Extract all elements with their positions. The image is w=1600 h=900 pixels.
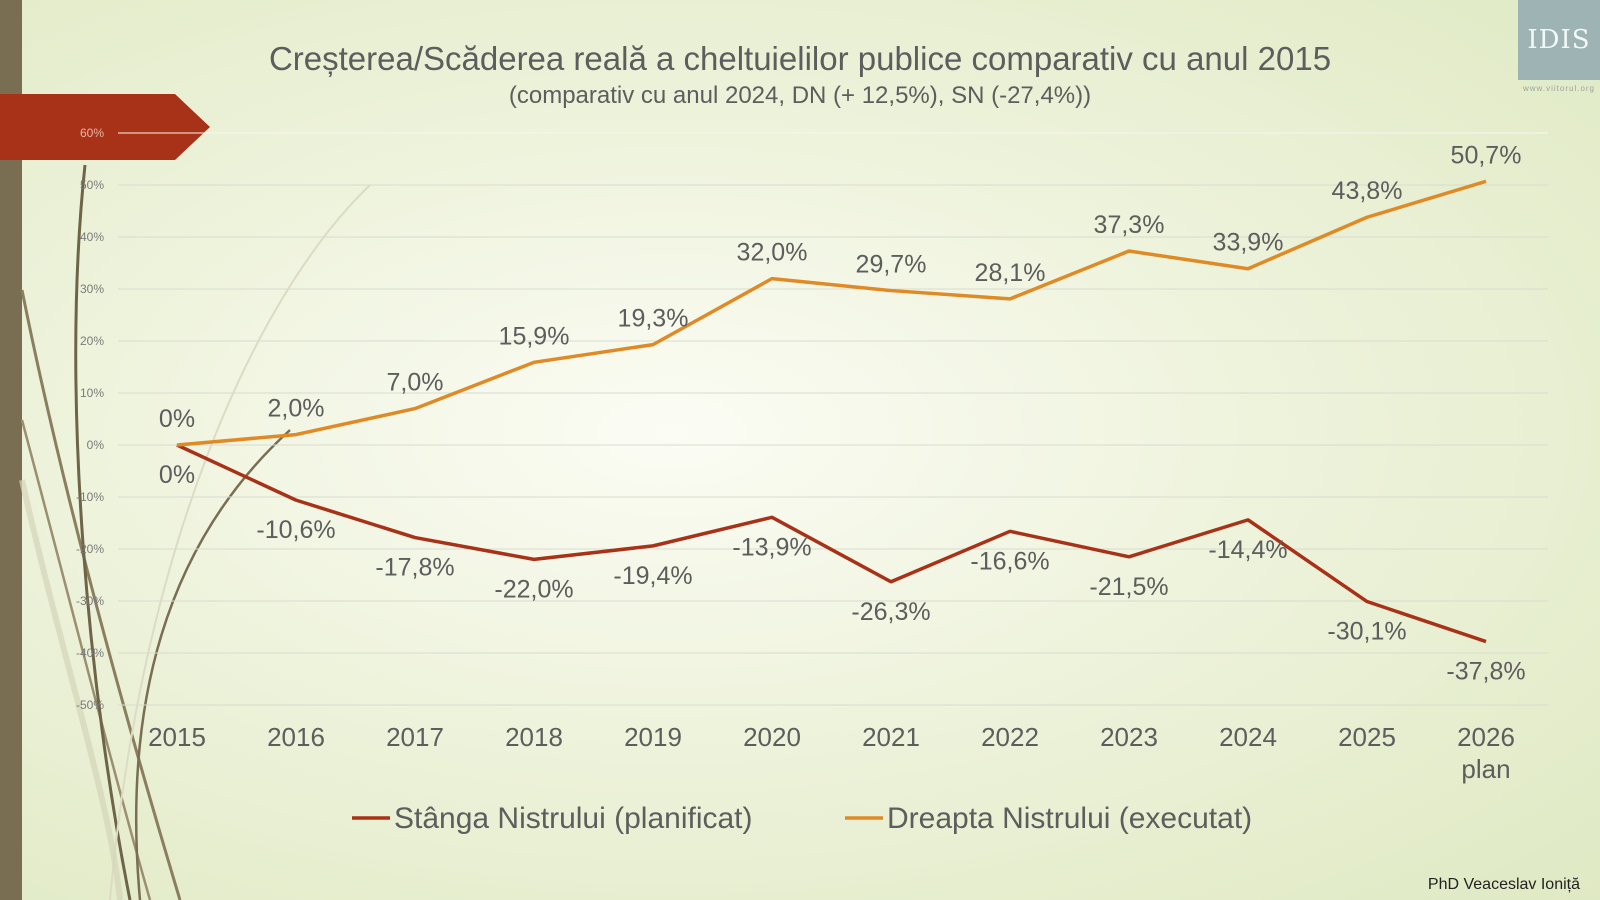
data-label: -13,9% (732, 533, 811, 561)
x-tick-label: 2018 (505, 722, 563, 752)
data-label: -16,6% (970, 547, 1049, 575)
data-label: 43,8% (1332, 177, 1403, 205)
logo: IDIS (1518, 0, 1600, 80)
x-tick-label: 2021 (862, 722, 920, 752)
y-tick-label: 30% (80, 282, 104, 296)
author: PhD Veaceslav Ioniță (1427, 876, 1580, 893)
chart-subtitle: (comparativ cu anul 2024, DN (+ 12,5%), … (508, 82, 1092, 109)
data-label: 15,9% (499, 322, 570, 350)
data-label: 33,9% (1213, 229, 1284, 257)
y-tick-label: -50% (76, 698, 104, 712)
legend-label: Stânga Nistrului (planificat) (394, 802, 753, 835)
x-tick-label: 2022 (981, 722, 1039, 752)
y-tick-label: 60% (80, 126, 104, 140)
data-label: -21,5% (1089, 573, 1168, 601)
data-label: 28,1% (975, 259, 1046, 287)
side-bar (0, 0, 22, 900)
data-label: 0% (159, 461, 195, 489)
data-label: -10,6% (256, 516, 335, 544)
y-tick-label: 40% (80, 230, 104, 244)
decorative-curves (19, 164, 371, 900)
data-label: -17,8% (375, 554, 454, 582)
y-tick-label: -40% (76, 646, 104, 660)
data-label: 0% (159, 405, 195, 433)
y-tick-label: -20% (76, 542, 104, 556)
data-label: 2,0% (268, 395, 325, 423)
data-label: 29,7% (856, 251, 927, 279)
data-label: 50,7% (1451, 141, 1522, 169)
logo-url: www.viitorul.org (1522, 84, 1595, 93)
data-label: 7,0% (387, 369, 444, 397)
x-tick-label: 2015 (148, 722, 206, 752)
y-tick-label: 20% (80, 334, 104, 348)
x-tick-label: 2020 (743, 722, 801, 752)
data-label: -26,3% (851, 598, 930, 626)
x-tick-label: 2017 (386, 722, 444, 752)
x-tick-label: 2016 (267, 722, 325, 752)
y-tick-label: 50% (80, 178, 104, 192)
y-tick-label: 0% (87, 438, 105, 452)
logo-text: IDIS (1527, 25, 1591, 55)
data-label: -22,0% (494, 575, 573, 603)
y-tick-label: 10% (80, 386, 104, 400)
y-tick-label: -10% (76, 490, 104, 504)
red-arrow-banner (0, 94, 210, 160)
data-label: 37,3% (1094, 211, 1165, 239)
chart-title: Creșterea/Scăderea reală a cheltuielilor… (268, 40, 1332, 77)
data-label: -30,1% (1327, 618, 1406, 646)
series-line-dreapta (176, 179, 1487, 447)
x-tick-label: 2024 (1219, 722, 1277, 752)
x-tick-label: 2019 (624, 722, 682, 752)
data-label: 19,3% (618, 305, 689, 333)
x-tick-label: 2025 (1338, 722, 1396, 752)
data-label: -14,4% (1208, 536, 1287, 564)
x-tick-label: 2023 (1100, 722, 1158, 752)
y-tick-label: -30% (76, 594, 104, 608)
series-line-stanga (176, 443, 1487, 644)
data-label: -37,8% (1446, 658, 1525, 686)
data-label: -19,4% (613, 562, 692, 590)
x-tick-label: 2026 (1457, 722, 1515, 752)
legend-label: Dreapta Nistrului (executat) (887, 802, 1252, 835)
x-tick-label: plan (1461, 754, 1510, 784)
data-label: 32,0% (737, 239, 808, 267)
